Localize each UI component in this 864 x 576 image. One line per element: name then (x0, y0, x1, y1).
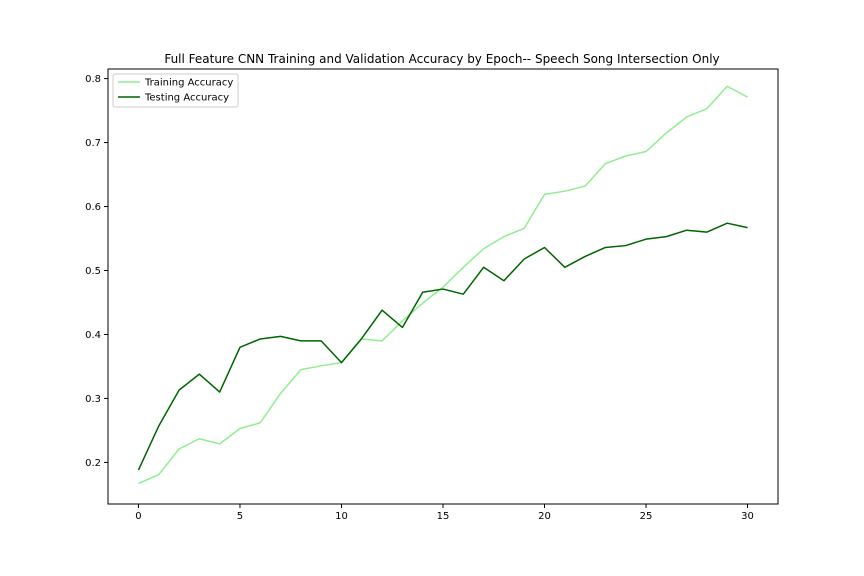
y-tick-label: 0.6 (85, 202, 101, 213)
series-line-testing-accuracy (137, 222, 748, 471)
y-tick-label: 0.4 (85, 330, 101, 341)
x-tick-label: 5 (237, 511, 243, 522)
legend-label: Testing Accuracy (144, 93, 229, 104)
legend: Training Accuracy Testing Accuracy (112, 73, 239, 108)
y-tick-label: 0.2 (85, 458, 101, 469)
x-tick-label: 0 (135, 511, 141, 522)
x-tick-label: 25 (640, 511, 653, 522)
x-tick-label: 15 (437, 511, 450, 522)
y-tick-label: 0.7 (85, 138, 101, 149)
plot-frame (107, 68, 779, 505)
y-tick-label: 0.8 (85, 74, 101, 85)
chart-title: Full Feature CNN Training and Validation… (164, 52, 719, 66)
series-line-training-accuracy (138, 85, 748, 485)
plot-area: 0 5 10 15 20 25 30 0.2 0.3 0.4 0.5 0.6 0.7 0.8 (85, 74, 754, 522)
y-tick-label: 0.3 (85, 394, 101, 405)
legend-label: Training Accuracy (144, 78, 233, 89)
x-tick-label: 30 (741, 511, 754, 522)
x-tick-label: 10 (335, 511, 348, 522)
legend-box (112, 73, 239, 108)
x-tick-label: 20 (538, 511, 551, 522)
y-tick-label: 0.5 (85, 266, 101, 277)
